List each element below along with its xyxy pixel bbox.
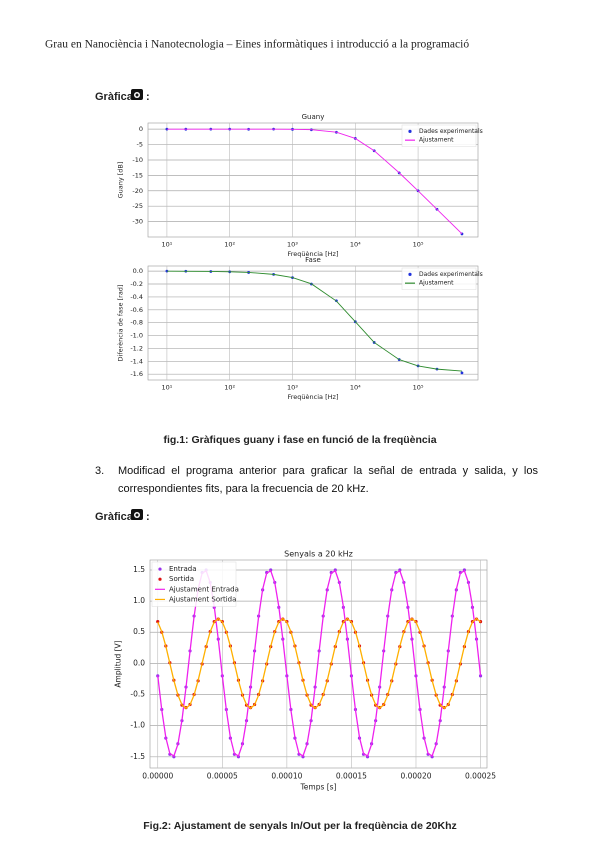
caption: Fig.2: Ajustament de senyals In/Out per … bbox=[143, 820, 457, 832]
data-point bbox=[478, 674, 483, 678]
figure-label: Gràfica bbox=[95, 91, 134, 103]
camera-icon bbox=[131, 89, 143, 100]
x-tick-label: 10¹ bbox=[161, 384, 172, 392]
y-tick-label: -1.0 bbox=[130, 721, 145, 730]
x-tick-label: 0.00005 bbox=[207, 772, 238, 781]
y-tick-label: -30 bbox=[132, 218, 143, 226]
y-tick-label: -0.8 bbox=[130, 319, 143, 327]
y-axis-label: Amplitud [V] bbox=[114, 640, 123, 687]
y-tick-label: -0.6 bbox=[130, 306, 143, 314]
y-tick-label: -1.4 bbox=[130, 357, 143, 365]
x-axis-label: Freqüència [Hz] bbox=[288, 393, 339, 401]
y-tick-label: -10 bbox=[132, 156, 143, 164]
y-tick-label: 0.5 bbox=[133, 627, 145, 636]
y-tick-label: -1.2 bbox=[130, 344, 143, 352]
y-tick-label: -0.2 bbox=[130, 280, 143, 288]
fit-line bbox=[166, 128, 463, 235]
fit-line bbox=[166, 270, 463, 372]
chart-title: Fase bbox=[305, 256, 321, 264]
x-tick-label: 10² bbox=[224, 241, 235, 249]
camera-icon bbox=[131, 509, 143, 520]
legend-label: Dades experimentals bbox=[419, 271, 483, 278]
legend-marker bbox=[408, 129, 412, 133]
header: Grau en Nanociència i Nanotecnologia – E… bbox=[45, 39, 469, 51]
y-tick-label: -0.4 bbox=[130, 293, 143, 301]
x-tick-label: 0.00000 bbox=[142, 772, 173, 781]
x-tick-label: 0.00020 bbox=[400, 772, 431, 781]
y-tick-label: 0 bbox=[139, 125, 143, 133]
legend-marker bbox=[158, 577, 162, 581]
legend-marker bbox=[408, 272, 412, 276]
x-tick-label: 0.00015 bbox=[336, 772, 367, 781]
x-tick-label: 0.00010 bbox=[271, 772, 302, 781]
x-tick-label: 10¹ bbox=[161, 241, 172, 249]
figure-label-colon: : bbox=[146, 91, 150, 103]
y-tick-label: -15 bbox=[132, 171, 143, 179]
caption: fig.1: Gràfiques guany i fase en funció … bbox=[163, 434, 436, 446]
x-tick-label: 10⁴ bbox=[350, 241, 361, 249]
x-tick-label: 10³ bbox=[287, 384, 298, 392]
legend-box bbox=[401, 267, 477, 290]
figure-label: Gràfica bbox=[95, 511, 134, 523]
legend-label: Entrada bbox=[169, 565, 197, 573]
x-tick-label: 10² bbox=[224, 384, 235, 392]
x-axis-label: Freqüència [Hz] bbox=[288, 250, 339, 258]
legend-label: Ajustament Entrada bbox=[169, 585, 239, 593]
y-tick-label: -25 bbox=[132, 202, 143, 210]
y-tick-label: 1.0 bbox=[133, 596, 145, 605]
y-tick-label: 0.0 bbox=[133, 267, 143, 275]
legend-marker bbox=[158, 567, 162, 571]
y-tick-label: -1.6 bbox=[130, 370, 143, 378]
x-axis-label: Temps [s] bbox=[299, 782, 336, 791]
item-text: Modificad el programa anterior para graf… bbox=[118, 465, 538, 495]
y-tick-label: -5 bbox=[137, 141, 143, 149]
legend-label: Ajustament Sortida bbox=[169, 595, 236, 603]
chart-title: Senyals a 20 kHz bbox=[284, 550, 353, 559]
item-number: 3. bbox=[95, 465, 105, 477]
y-tick-label: -20 bbox=[132, 187, 143, 195]
x-tick-label: 0.00025 bbox=[465, 772, 496, 781]
data-point bbox=[460, 371, 464, 375]
legend-box bbox=[151, 561, 237, 607]
x-tick-label: 10⁵ bbox=[413, 384, 424, 392]
legend-label: Sortida bbox=[169, 575, 194, 583]
legend-box bbox=[401, 124, 477, 147]
chart-title: Guany bbox=[302, 113, 325, 121]
y-axis-label: Guany [dB] bbox=[117, 162, 125, 199]
y-tick-label: 0.0 bbox=[133, 658, 145, 667]
x-tick-label: 10³ bbox=[287, 241, 298, 249]
y-tick-label: -1.0 bbox=[130, 332, 143, 340]
y-tick-label: -1.5 bbox=[130, 752, 145, 761]
x-tick-label: 10⁴ bbox=[350, 384, 361, 392]
x-tick-label: 10⁵ bbox=[413, 241, 424, 249]
legend-label: Ajustament bbox=[419, 137, 454, 144]
legend-label: Ajustament bbox=[419, 280, 454, 287]
y-tick-label: -0.5 bbox=[130, 690, 145, 699]
legend-label: Dades experimentals bbox=[419, 128, 483, 135]
figure-label-colon: : bbox=[146, 511, 150, 523]
y-axis-label: Diferència de fase [rad] bbox=[117, 285, 125, 362]
y-tick-label: 1.5 bbox=[133, 565, 145, 574]
fit-line bbox=[157, 617, 481, 710]
